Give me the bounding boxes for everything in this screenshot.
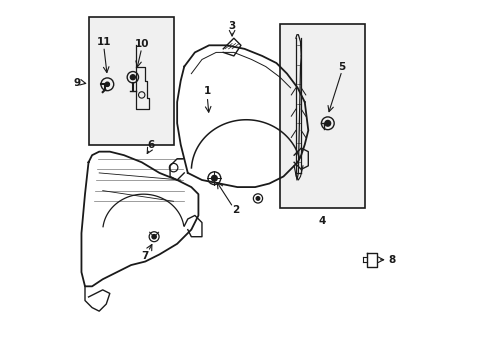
Text: 9: 9 [73,77,80,87]
Text: 6: 6 [147,140,154,149]
Text: 7: 7 [142,251,149,261]
Text: 8: 8 [387,255,394,265]
Circle shape [105,82,109,86]
Circle shape [325,121,330,126]
Circle shape [130,75,135,80]
Circle shape [256,197,259,200]
Circle shape [211,175,217,181]
Text: 2: 2 [231,205,239,215]
Bar [88,17,173,145]
Text: 5: 5 [338,62,345,72]
Text: 11: 11 [96,37,111,47]
Text: 3: 3 [228,21,235,31]
Text: 1: 1 [203,86,210,96]
Text: 10: 10 [134,39,149,49]
Bar [279,24,364,208]
Circle shape [152,235,156,239]
Text: 4: 4 [318,216,325,226]
